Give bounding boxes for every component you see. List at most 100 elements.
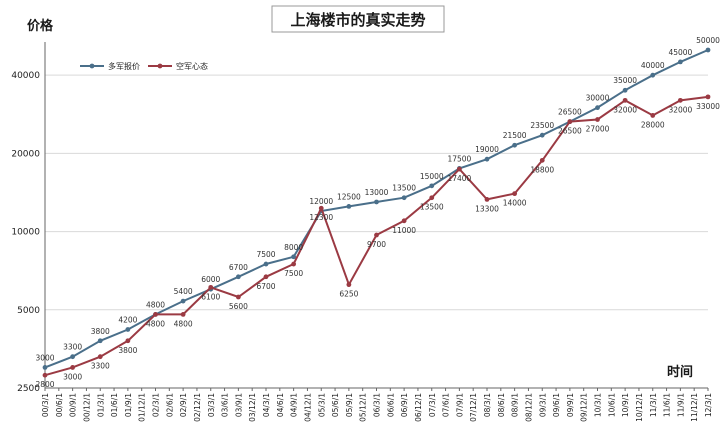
- data-point-2: [97, 354, 103, 360]
- data-label-2: 28000: [641, 120, 665, 129]
- data-label-2: 3000: [63, 372, 82, 381]
- data-label-1: 23500: [530, 121, 554, 130]
- data-point-1: [622, 87, 628, 93]
- data-label-2: 32000: [613, 105, 637, 114]
- x-tick-label: 07/3/1: [428, 393, 437, 417]
- data-point-1: [705, 47, 711, 53]
- x-tick-label: 11/3/1: [649, 393, 658, 417]
- data-label-1: 15000: [420, 172, 444, 181]
- data-label-2: 12300: [309, 213, 333, 222]
- x-tick-label: 01/9/1: [124, 393, 133, 417]
- data-point-2: [70, 365, 76, 370]
- x-tick-label: 01/12/1: [138, 393, 147, 422]
- x-tick-label: 10/12/1: [635, 393, 644, 422]
- data-label-2: 14000: [503, 199, 527, 208]
- data-point-2: [512, 191, 518, 197]
- y-tick-label: 20000: [11, 149, 40, 159]
- x-tick-label: 06/9/1: [400, 393, 409, 417]
- x-tick-label: 08/12/1: [524, 393, 533, 422]
- data-label-1: 45000: [668, 48, 692, 57]
- x-tick-label: 06/6/1: [386, 393, 395, 417]
- x-tick-label: 00/12/1: [82, 393, 91, 422]
- y-axis-label: 价格: [27, 18, 54, 34]
- data-label-1: 21500: [503, 131, 527, 140]
- data-point-1: [125, 327, 131, 332]
- data-label-layer: 3000 3300 3800 4200 4800 5400 6000 6700 7500 8000…: [35, 36, 720, 389]
- x-tick-label: 09/9/1: [566, 393, 575, 417]
- data-label-1: 6000: [201, 275, 220, 284]
- x-tick-label: 09/3/1: [538, 393, 547, 417]
- x-tick-label: 06/12/1: [414, 393, 423, 422]
- data-label-1: 17500: [447, 154, 471, 163]
- x-tick-label: 11/9/1: [676, 393, 685, 417]
- data-label-2: 7500: [284, 269, 303, 278]
- x-tick-label: 09/12/1: [580, 393, 589, 422]
- data-label-2: 33000: [696, 102, 720, 111]
- data-label-1: 40000: [641, 61, 665, 70]
- y-tick-label: 5000: [17, 306, 40, 316]
- x-tick-label: 03/3/1: [207, 393, 216, 417]
- x-tick-label: 03/12/1: [248, 393, 257, 422]
- data-point-2: [263, 274, 269, 280]
- x-tick-label: 08/3/1: [483, 393, 492, 417]
- data-point-2: [318, 205, 324, 211]
- x-tick-label: 05/6/1: [331, 393, 340, 417]
- series-layer: [42, 47, 711, 378]
- data-label-2: 2800: [35, 380, 54, 389]
- data-point-2: [401, 218, 407, 224]
- data-label-1: 3800: [91, 327, 110, 336]
- data-point-2: [622, 97, 628, 103]
- data-label-1: 13000: [365, 188, 389, 197]
- data-label-2: 4800: [146, 319, 165, 328]
- x-tick-label: 08/9/1: [511, 393, 520, 417]
- data-point-2: [346, 282, 352, 288]
- data-point-2: [291, 261, 297, 267]
- y-tick-label: 10000: [11, 228, 40, 238]
- data-point-1: [401, 195, 407, 201]
- data-point-2: [208, 284, 214, 290]
- data-label-2: 27000: [586, 125, 610, 134]
- data-point-1: [97, 338, 103, 344]
- x-tick-label: 04/12/1: [303, 393, 312, 422]
- data-point-1: [346, 204, 352, 209]
- data-label-2: 6250: [339, 290, 358, 299]
- chart-title-box: [271, 5, 445, 33]
- data-point-1: [263, 261, 269, 267]
- data-label-2: 3300: [91, 362, 110, 371]
- legend-marker: [157, 63, 163, 69]
- data-point-1: [650, 72, 656, 78]
- x-tick-label: 04/9/1: [290, 393, 299, 417]
- x-tick-label: 07/6/1: [442, 393, 451, 417]
- data-label-1: 8000: [284, 243, 303, 252]
- data-label-1: 7500: [256, 250, 275, 259]
- x-tick-label: 00/9/1: [69, 393, 78, 417]
- data-point-1: [512, 142, 518, 148]
- data-point-2: [677, 97, 683, 103]
- data-label-1: 12500: [337, 192, 361, 201]
- x-tick-label: 05/9/1: [345, 393, 354, 417]
- data-point-2: [153, 312, 158, 317]
- legend-marker: [89, 63, 95, 69]
- x-axis-label: 时间: [667, 364, 693, 380]
- x-tick-label: 04/3/1: [262, 393, 271, 417]
- data-point-2: [456, 166, 462, 172]
- data-label-1: 4200: [118, 315, 137, 324]
- x-tick-label: 02/9/1: [179, 393, 188, 417]
- data-point-2: [429, 195, 435, 201]
- data-label-2: 6700: [256, 282, 275, 291]
- data-label-1: 35000: [613, 76, 637, 85]
- data-label-2: 17400: [447, 174, 471, 183]
- data-point-1: [677, 59, 683, 65]
- data-point-2: [650, 113, 656, 118]
- x-tick-label: 10/3/1: [594, 393, 603, 417]
- x-tick-label: 02/6/1: [165, 393, 174, 417]
- data-point-1: [235, 274, 241, 280]
- data-label-2: 3800: [118, 346, 137, 355]
- legend: 多军报价 空军心态: [80, 61, 208, 71]
- x-tick-label: 01/6/1: [110, 393, 119, 417]
- legend-item: 空军心态: [176, 61, 208, 71]
- y-tick-label: 40000: [11, 71, 40, 81]
- x-tick-label: 02/3/1: [152, 393, 161, 417]
